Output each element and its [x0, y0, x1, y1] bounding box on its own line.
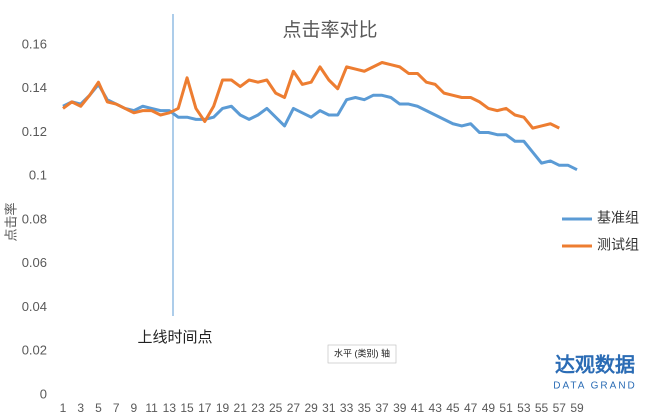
- x-tick-label: 49: [482, 401, 496, 415]
- y-tick-label: 0.14: [22, 80, 47, 95]
- watermark-title: 达观数据: [555, 352, 635, 376]
- x-tick-label: 55: [535, 401, 549, 415]
- x-tick-label: 39: [393, 401, 407, 415]
- x-tick-label: 53: [517, 401, 531, 415]
- y-tick-label: 0.04: [22, 299, 47, 314]
- x-tick-label: 57: [553, 401, 567, 415]
- legend-label: 测试组: [597, 237, 639, 253]
- x-tick-label: 1: [60, 401, 67, 415]
- x-tick-label: 25: [269, 401, 283, 415]
- watermark-subtitle: DATA GRAND: [553, 381, 637, 392]
- x-tick-label: 33: [340, 401, 354, 415]
- x-tick-label: 3: [77, 401, 84, 415]
- series-line: [62, 61, 560, 130]
- x-tick-label: 17: [198, 401, 212, 415]
- x-tick-label: 11: [145, 401, 158, 415]
- x-tick-label: 59: [570, 401, 584, 415]
- y-tick-label: 0.12: [22, 124, 47, 139]
- x-tick-label: 43: [429, 401, 443, 415]
- chart-title: 点击率对比: [282, 19, 377, 41]
- x-tick-label: 9: [131, 401, 138, 415]
- tooltip: 水平 (类别) 轴: [334, 347, 390, 358]
- y-tick-label: 0.02: [22, 343, 47, 358]
- y-tick-label: 0.08: [22, 211, 47, 226]
- x-tick-label: 7: [113, 401, 120, 415]
- x-tick-label: 13: [163, 401, 177, 415]
- y-axis-label: 点击率: [3, 202, 18, 241]
- x-tick-label: 37: [375, 401, 389, 415]
- x-tick-label: 29: [304, 401, 318, 415]
- x-tick-label: 5: [95, 401, 102, 415]
- x-tick-label: 47: [464, 401, 478, 415]
- y-tick-label: 0.16: [22, 36, 47, 51]
- x-tick-label: 41: [411, 401, 425, 415]
- x-tick-label: 21: [234, 401, 248, 415]
- x-tick-label: 27: [287, 401, 301, 415]
- x-tick-label: 31: [322, 401, 336, 415]
- x-tick-label: 23: [251, 401, 265, 415]
- y-tick-label: 0: [40, 386, 47, 401]
- x-tick-label: 45: [446, 401, 460, 415]
- x-tick-label: 35: [358, 401, 372, 415]
- x-tick-label: 15: [180, 401, 194, 415]
- y-tick-label: 0.1: [29, 168, 47, 183]
- y-tick-label: 0.06: [22, 255, 47, 270]
- annotation: 上线时间点: [137, 329, 212, 346]
- x-tick-label: 51: [499, 401, 513, 415]
- series-line: [62, 82, 578, 172]
- x-tick-label: 19: [216, 401, 230, 415]
- tooltip-box: [327, 344, 397, 364]
- legend-label: 基准组: [597, 210, 639, 226]
